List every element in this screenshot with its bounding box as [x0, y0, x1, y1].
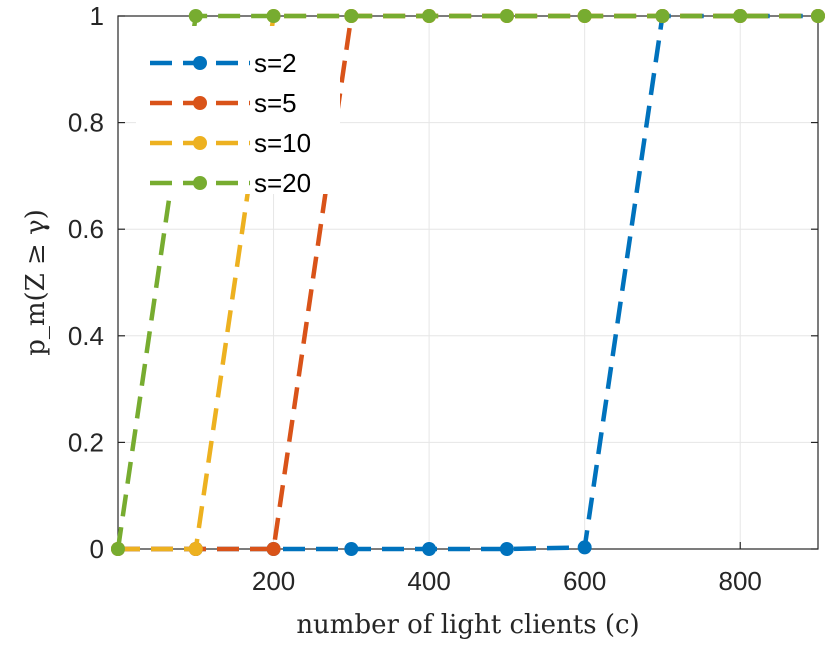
- x-tick-label: 400: [407, 566, 450, 596]
- data-point: [499, 542, 514, 556]
- data-point: [733, 9, 748, 23]
- y-tick-label: 0.8: [68, 108, 104, 138]
- legend-marker: [193, 96, 207, 110]
- legend-marker: [193, 56, 207, 70]
- legend-item: s=5: [150, 88, 297, 118]
- x-axis-label: number of light clients (c): [296, 610, 639, 640]
- data-point: [266, 9, 281, 23]
- data-point: [111, 542, 125, 556]
- data-point: [422, 542, 437, 556]
- data-point: [344, 542, 359, 556]
- data-point: [499, 9, 514, 23]
- data-point: [577, 9, 592, 23]
- axis-ticks: 200 400 600 800 0 0.2 0.4 0.6 0.8 1: [68, 1, 818, 596]
- data-point: [188, 542, 203, 556]
- data-point: [266, 542, 281, 556]
- x-tick-label: 600: [563, 566, 606, 596]
- legend-box: [136, 26, 340, 194]
- legend-label: s=5: [254, 88, 297, 118]
- data-point: [655, 9, 670, 23]
- data-point: [577, 540, 592, 555]
- y-axis-label: p_m(Z ≥ γ): [21, 209, 51, 356]
- legend-label: s=20: [254, 168, 311, 198]
- series-line: [115, 13, 818, 550]
- legend-label: s=10: [254, 128, 311, 158]
- y-tick-label: 0: [90, 534, 104, 564]
- data-point: [344, 9, 359, 23]
- legend-item: s=2: [150, 48, 297, 78]
- data-point: [811, 9, 825, 23]
- legend-item: s=10: [150, 128, 311, 158]
- y-tick-label: 0.4: [68, 321, 104, 351]
- legend-marker: [193, 176, 207, 190]
- legend: s=2 s=5 s=10 s=20: [136, 26, 340, 198]
- legend-marker: [193, 136, 207, 150]
- legend-item: s=20: [150, 168, 311, 198]
- y-tick-label: 1: [90, 1, 104, 31]
- data-point: [422, 9, 437, 23]
- legend-label: s=2: [254, 48, 297, 78]
- data-point: [188, 9, 203, 23]
- y-tick-label: 0.6: [68, 214, 104, 244]
- series-layer: [111, 9, 825, 556]
- x-tick-label: 800: [719, 566, 762, 596]
- y-tick-label: 0.2: [68, 427, 104, 457]
- x-tick-label: 200: [252, 566, 295, 596]
- series-s=20: [111, 9, 825, 556]
